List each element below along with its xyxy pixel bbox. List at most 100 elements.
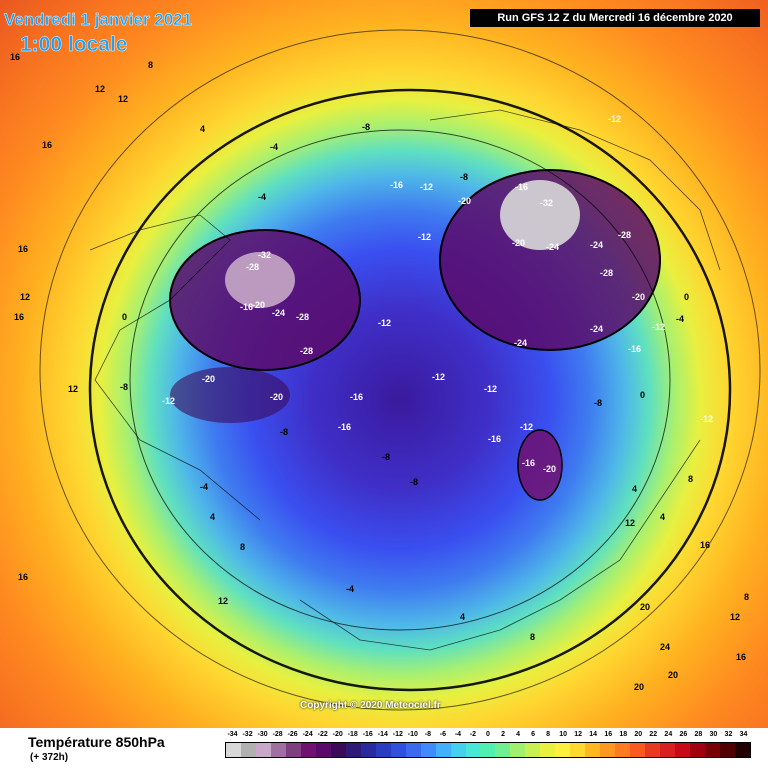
isotherm-value-label: -4 [200, 482, 208, 492]
isotherm-value-label: 12 [118, 94, 128, 104]
isotherm-value-label: 16 [18, 244, 28, 254]
legend-swatch [435, 743, 451, 757]
isotherm-value-label: -20 [270, 392, 283, 402]
isotherm-value-label: 24 [660, 642, 670, 652]
legend-tick-label: -32 [242, 731, 253, 738]
legend-swatch [645, 743, 661, 757]
isotherm-value-label: -16 [522, 458, 535, 468]
isotherm-value-label: -12 [652, 322, 665, 332]
legend-swatch [465, 743, 481, 757]
isotherm-value-label: -12 [378, 318, 391, 328]
color-scale-bar [225, 742, 751, 758]
legend-tick-label: -20 [332, 731, 343, 738]
legend-swatch [570, 743, 586, 757]
legend-footer: Température 850hPa (+ 372h) -34 -32 -30 -28… [0, 728, 768, 768]
isotherm-value-label: -4 [258, 192, 266, 202]
legend-swatch [285, 743, 301, 757]
isotherm-value-label: 4 [210, 512, 215, 522]
isotherm-value-label: 4 [200, 124, 205, 134]
isotherm-value-label: -20 [458, 196, 471, 206]
legend-swatch [330, 743, 346, 757]
cold-core-siberia [440, 170, 660, 350]
isotherm-value-label: -20 [632, 292, 645, 302]
isotherm-value-label: -24 [590, 324, 603, 334]
isotherm-value-label: 0 [684, 292, 689, 302]
isotherm-value-label: -12 [432, 372, 445, 382]
legend-tick-label: 12 [574, 731, 583, 738]
contour-line [439, 169, 661, 351]
isotherm-value-label: -16 [240, 302, 253, 312]
cold-core-europe [518, 430, 562, 500]
legend-swatch [585, 743, 601, 757]
isotherm-value-label: -16 [488, 434, 501, 444]
isotherm-value-label: 12 [95, 84, 105, 94]
isotherm-value-label: -16 [515, 182, 528, 192]
isotherm-value-label: 4 [632, 484, 637, 494]
isotherm-value-label: -16 [350, 392, 363, 402]
isotherm-value-label: 8 [688, 474, 693, 484]
isotherm-value-label: -8 [120, 382, 128, 392]
legend-tick-label: -24 [302, 731, 313, 738]
legend-tick-label: -28 [272, 731, 283, 738]
variable-title: Température 850hPa [28, 734, 165, 750]
legend-tick-label: -34 [227, 731, 238, 738]
legend-swatch [675, 743, 691, 757]
legend-tick-label: -12 [392, 731, 403, 738]
forecast-hour-label: (+ 372h) [30, 752, 69, 763]
legend-swatch [480, 743, 496, 757]
legend-tick-label: 0 [486, 731, 490, 738]
isotherm-value-label: -8 [460, 172, 468, 182]
contour-line [517, 429, 563, 501]
legend-tick-label: 16 [604, 731, 613, 738]
legend-swatch [315, 743, 331, 757]
legend-tick-label: 10 [559, 731, 568, 738]
isotherm-value-label: -20 [202, 374, 215, 384]
contour-line [39, 29, 761, 711]
legend-tick-label: 2 [501, 731, 505, 738]
isotherm-value-label: -12 [420, 182, 433, 192]
isotherm-value-label: -32 [540, 198, 553, 208]
isotherm-value-label: -4 [346, 584, 354, 594]
legend-tick-label: -10 [407, 731, 418, 738]
legend-tick-label: -4 [454, 731, 462, 738]
isotherm-value-label: 12 [218, 596, 228, 606]
legend-swatch [540, 743, 556, 757]
legend-tick-label: -8 [424, 731, 431, 738]
legend-swatch [705, 743, 720, 757]
isotherm-value-label: -32 [258, 250, 271, 260]
isotherm-value-label: 0 [122, 312, 127, 322]
legend-swatch [240, 743, 256, 757]
isotherm-value-label: 0 [640, 390, 645, 400]
legend-swatch [719, 743, 735, 757]
isotherm-value-label: 16 [18, 572, 28, 582]
legend-tick-label: -6 [439, 731, 447, 738]
isotherm-value-label: 4 [660, 512, 665, 522]
legend-tick-label: 6 [531, 731, 536, 738]
isotherm-value-label: -20 [543, 464, 556, 474]
valid-time-label: 1:00 locale [20, 33, 128, 56]
isotherm-value-label: -28 [296, 312, 309, 322]
run-info-label: Run GFS 12 Z du Mercredi 16 décembre 202… [470, 9, 760, 27]
zero-isotherm [88, 88, 732, 692]
isotherm-value-label: -8 [362, 122, 370, 132]
isotherm-value-label: -28 [246, 262, 259, 272]
cold-core-siberia-center [500, 180, 580, 250]
isotherm-value-label: 16 [42, 140, 52, 150]
copyright-notice: Copyright © 2020 Meteociel.fr [300, 700, 441, 711]
isotherm-value-label: -24 [514, 338, 527, 348]
isotherm-value-label: 8 [530, 632, 535, 642]
legend-tick-label: -2 [469, 731, 477, 738]
isotherm-value-label: -24 [546, 242, 559, 252]
legend-swatch [375, 743, 391, 757]
legend-swatch [525, 743, 541, 757]
isotherm-value-label: -28 [600, 268, 613, 278]
legend-tick-label: 18 [619, 731, 628, 738]
isotherm-value-label: 16 [14, 312, 24, 322]
legend-tick-label: -30 [257, 731, 268, 738]
legend-tick-label: 30 [709, 731, 718, 738]
legend-tick-label: 14 [589, 731, 598, 738]
legend-swatch [660, 743, 676, 757]
isotherm-value-label: -8 [280, 427, 288, 437]
legend-swatch [390, 743, 406, 757]
isotherm-value-label: 4 [460, 612, 465, 622]
